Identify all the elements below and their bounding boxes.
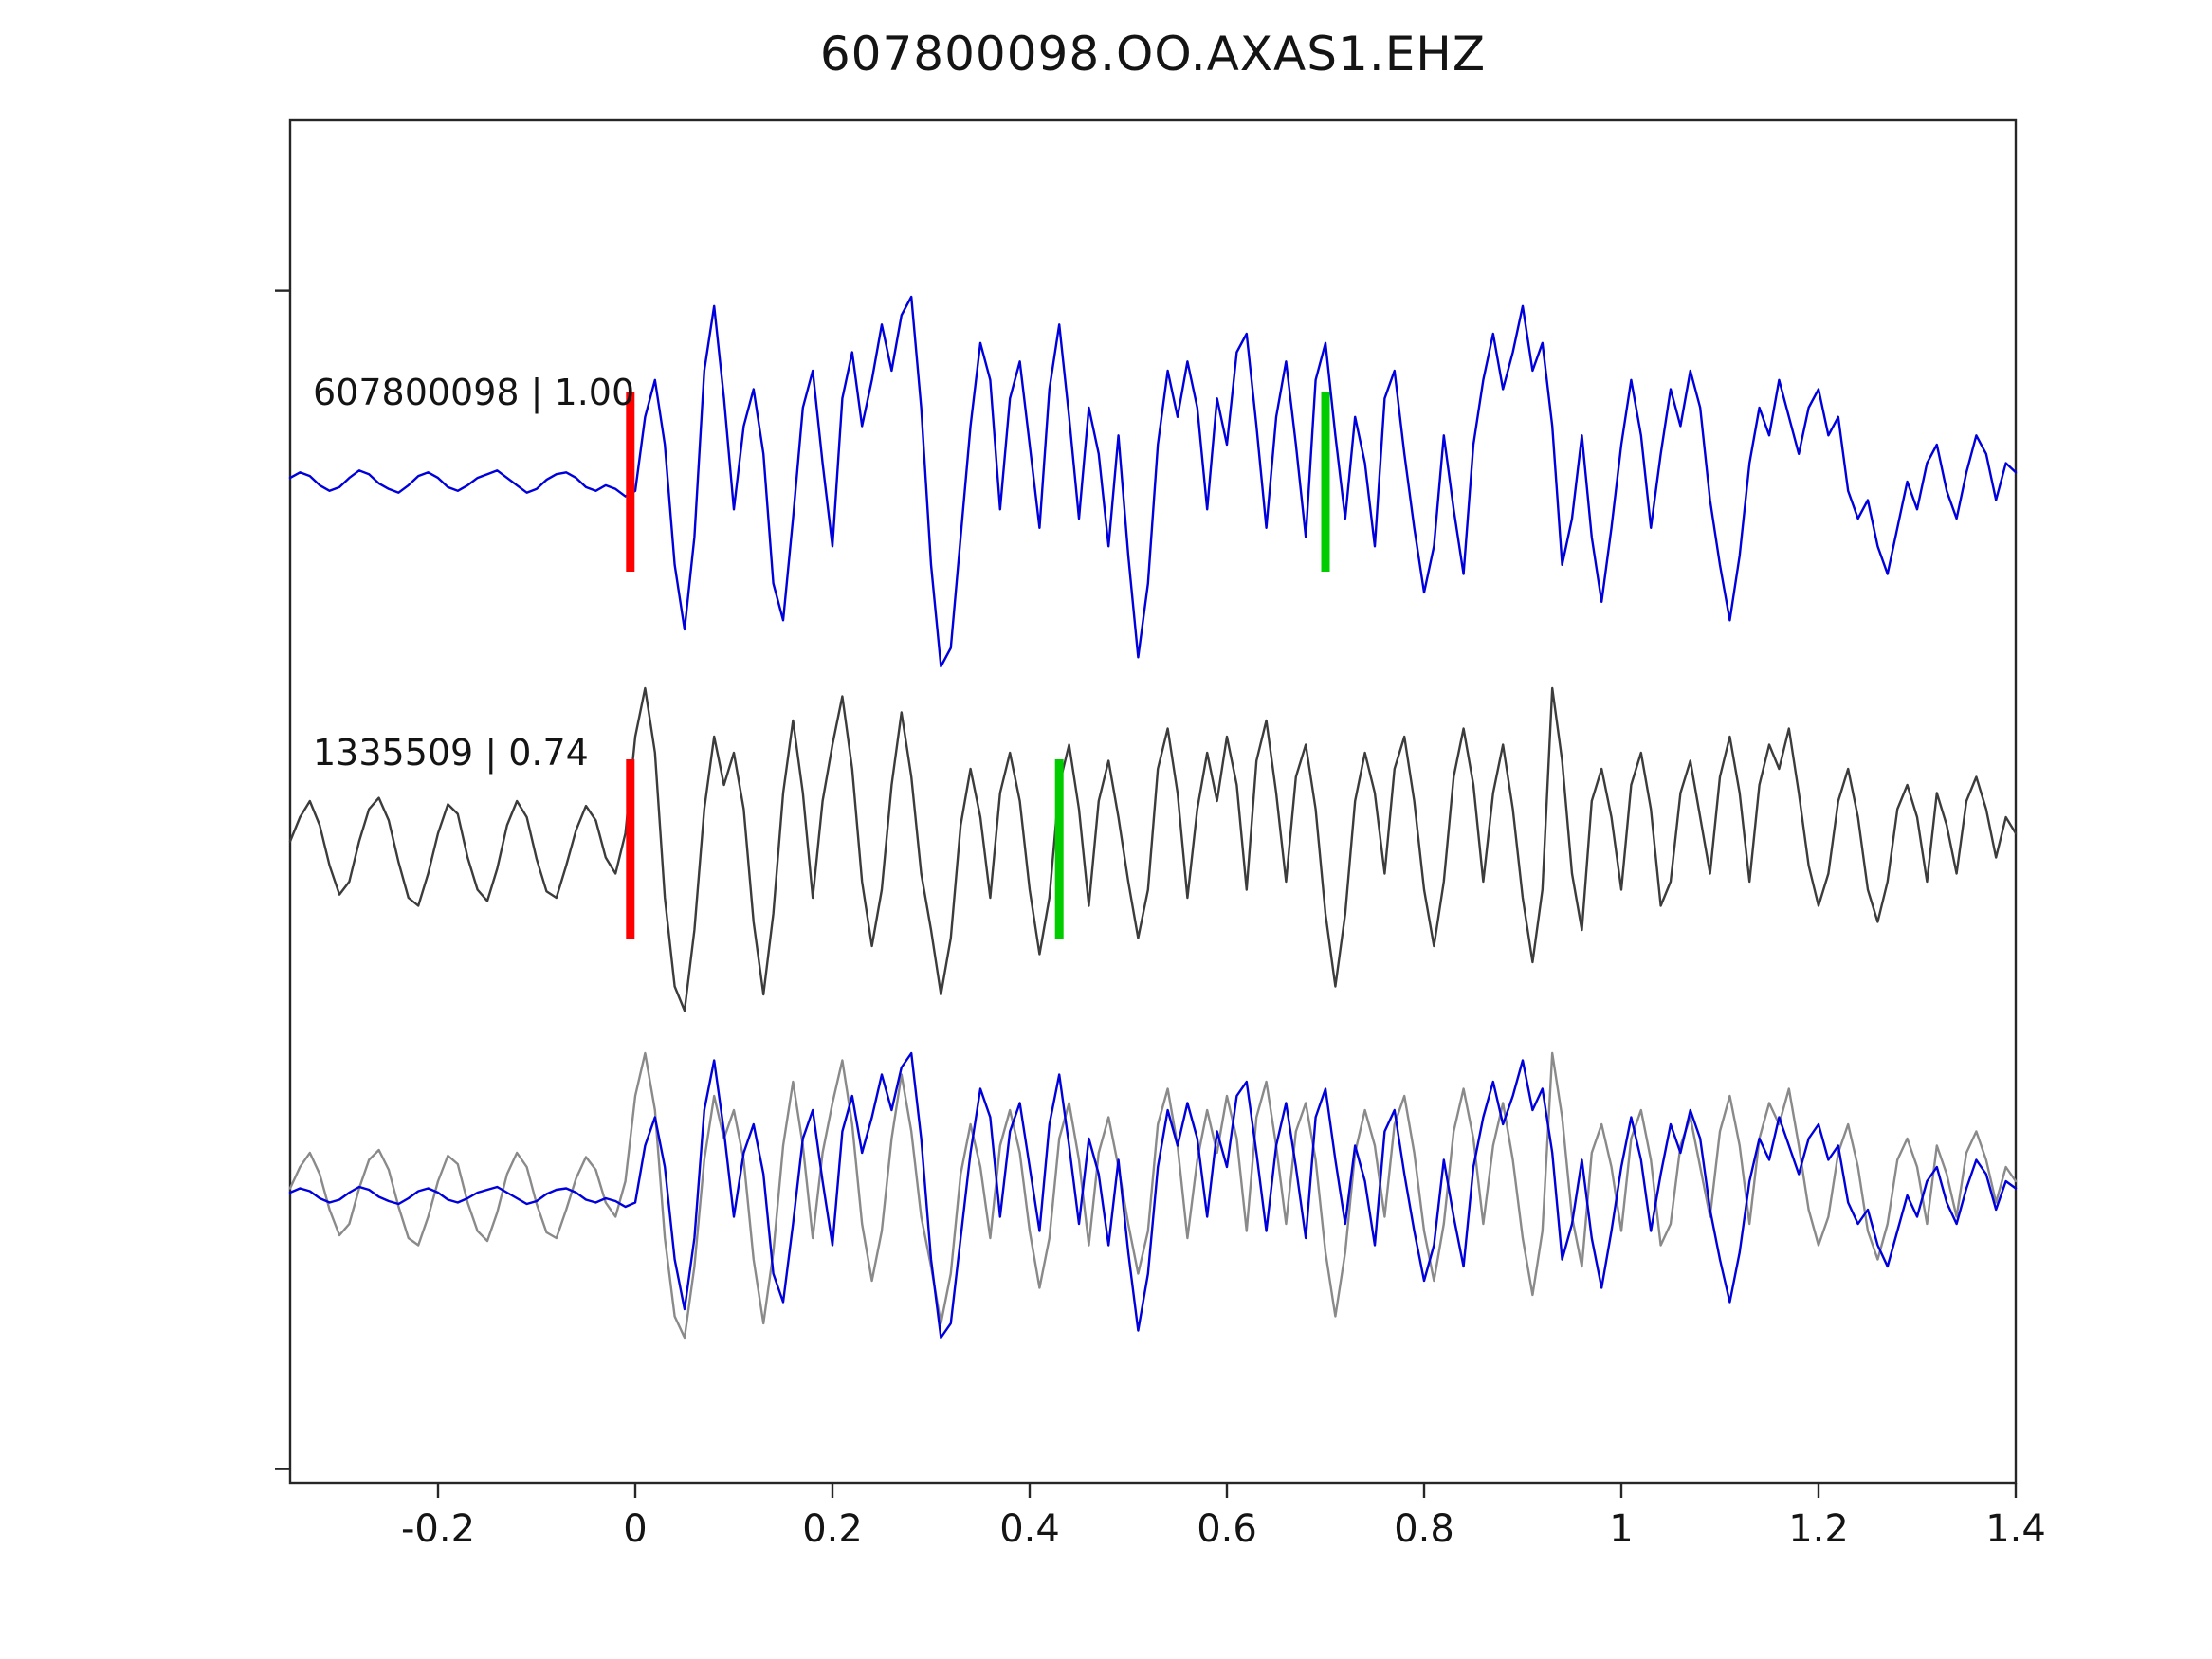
x-axis-tick-label: 0.8	[1394, 1507, 1454, 1551]
waveform-template	[288, 1051, 2018, 1340]
x-axis-tick-label: 1.4	[1985, 1507, 2046, 1551]
template-trace-label: 607800098 | 1.00	[313, 372, 635, 413]
overlay-panel	[288, 1051, 2018, 1340]
x-axis-tick-label: 1	[1609, 1507, 1633, 1551]
template-panel	[288, 295, 2018, 668]
x-axis-tick-label: 0.4	[999, 1507, 1060, 1551]
detection-panel	[288, 686, 2018, 1012]
figure-title: 607800098.OO.AXAS1.EHZ	[819, 27, 1487, 82]
waveform-template	[288, 295, 2018, 668]
x-axis-tick-label: 0.2	[802, 1507, 863, 1551]
detection-trace-label: 1335509 | 0.74	[313, 732, 589, 774]
x-axis-tick-label: 1.2	[1788, 1507, 1849, 1551]
x-axis-tick-label: -0.2	[401, 1507, 475, 1551]
x-axis-tick-label: 0	[623, 1507, 647, 1551]
axis-box	[288, 118, 2018, 1485]
waveform-detection	[288, 1051, 2018, 1340]
waveform-detection	[288, 686, 2018, 1012]
x-axis-tick-label: 0.6	[1197, 1507, 1257, 1551]
